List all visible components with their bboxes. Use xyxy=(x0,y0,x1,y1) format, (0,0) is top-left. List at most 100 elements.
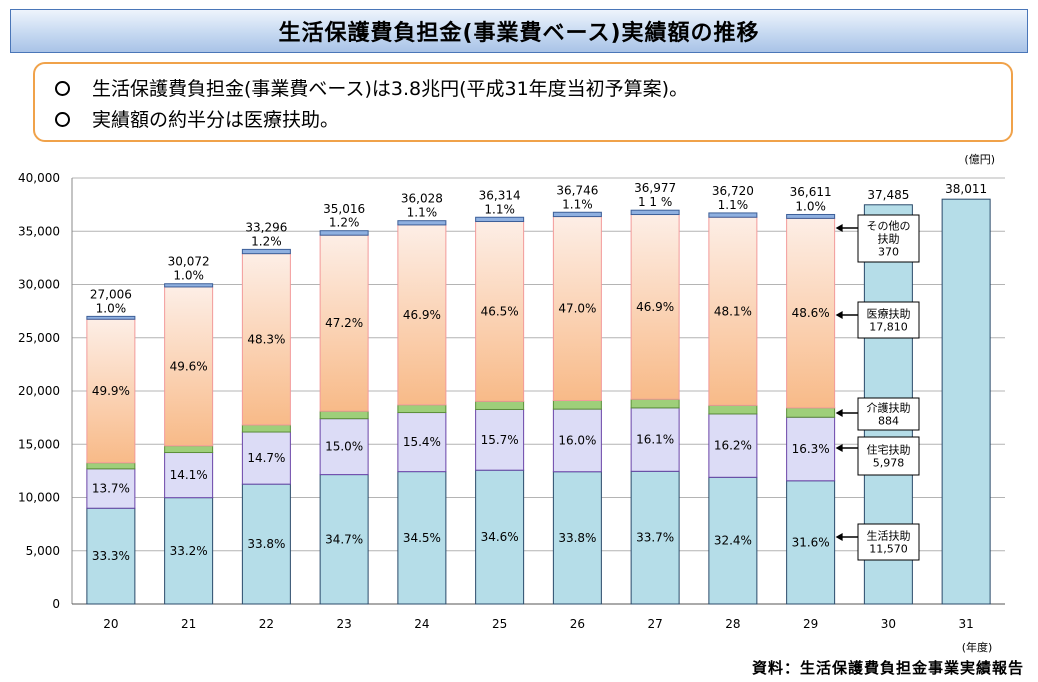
circle-bullet-icon xyxy=(55,112,70,127)
bar-segment-living xyxy=(241,483,291,605)
segment-label-other: 1.0% xyxy=(96,301,127,315)
segment-label-housing: 16.2% xyxy=(714,439,752,453)
y-unit-label: (億円) xyxy=(964,153,995,166)
bar-segment-other xyxy=(86,315,136,320)
bar-segment-nursing xyxy=(786,407,836,418)
bar-segment-living xyxy=(86,507,136,605)
bar-total-label: 36,611 xyxy=(790,185,832,199)
segment-label-living: 34.5% xyxy=(403,531,441,545)
y-tick-label: 25,000 xyxy=(18,331,60,345)
segment-label-housing: 16.0% xyxy=(558,433,596,447)
bar-segment-living xyxy=(786,480,836,605)
segment-label-living: 32.4% xyxy=(714,534,752,548)
callout-text: その他の xyxy=(867,220,911,233)
callout-arrow-head xyxy=(835,224,843,232)
bar-total xyxy=(941,198,991,605)
x-tick-label: 30 xyxy=(881,617,896,631)
segment-label-housing: 15.0% xyxy=(325,440,363,454)
callout-box xyxy=(857,523,920,561)
x-tick-label: 29 xyxy=(803,617,818,631)
bar-segment-housing xyxy=(241,431,291,485)
segment-label-medical: 46.9% xyxy=(403,308,441,322)
callout-text: 5,978 xyxy=(873,457,905,470)
segment-label-housing: 15.7% xyxy=(481,433,519,447)
bar-total-label: 27,006 xyxy=(90,287,132,301)
bar-segment-medical xyxy=(164,286,214,447)
segment-label-living: 33.7% xyxy=(636,531,674,545)
summary-line-1: 生活保護費負担金(事業費ベース)は3.8兆円(平成31年度当初予算案)。 xyxy=(55,73,1011,104)
bar-segment-nursing xyxy=(552,400,602,410)
y-tick-label: 40,000 xyxy=(18,171,60,185)
callout-text: 扶助 xyxy=(878,232,900,246)
page-title: 生活保護費負担金(事業費ベース)実績額の推移 xyxy=(10,9,1028,53)
y-tick-label: 0 xyxy=(52,597,60,611)
circle-bullet-icon xyxy=(55,81,70,96)
bar-segment-other xyxy=(708,212,758,218)
segment-label-medical: 46.9% xyxy=(636,300,674,314)
bar-segment-nursing xyxy=(475,400,525,410)
bar-total-label: 36,028 xyxy=(401,191,443,205)
y-tick-label: 15,000 xyxy=(18,437,60,451)
segment-label-medical: 49.6% xyxy=(170,359,208,373)
callout-box xyxy=(857,397,920,431)
y-tick-label: 5,000 xyxy=(26,544,60,558)
segment-label-other: 1.2% xyxy=(251,234,282,248)
segment-label-other: 1.1% xyxy=(562,197,593,211)
bar-segment-medical xyxy=(630,214,680,400)
bar-segment-nursing xyxy=(319,410,369,420)
segment-label-housing: 15.4% xyxy=(403,435,441,449)
bar-segment-living xyxy=(630,470,680,605)
bar-segment-housing xyxy=(397,412,447,473)
bar-segment-living xyxy=(397,471,447,605)
summary-box: 生活保護費負担金(事業費ベース)は3.8兆円(平成31年度当初予算案)。 実績額… xyxy=(33,62,1013,142)
bar-total-label: 35,016 xyxy=(323,202,365,216)
callout-box xyxy=(857,301,920,339)
segment-label-other: 1.1% xyxy=(718,198,749,212)
segment-label-housing: 13.7% xyxy=(92,482,130,496)
bar-segment-nursing xyxy=(397,404,447,414)
bar-segment-nursing xyxy=(630,398,680,409)
bar-segment-housing xyxy=(319,418,369,476)
summary-text-2: 実績額の約半分は医療扶助。 xyxy=(92,108,340,131)
segment-label-medical: 47.0% xyxy=(558,302,596,316)
summary-line-2: 実績額の約半分は医療扶助。 xyxy=(55,104,1011,135)
segment-label-medical: 48.6% xyxy=(792,306,830,320)
x-tick-label: 22 xyxy=(259,617,274,631)
bar-segment-medical xyxy=(552,216,602,402)
bar-segment-housing xyxy=(86,468,136,509)
bar-segment-other xyxy=(164,283,214,288)
segment-label-medical: 48.3% xyxy=(247,332,285,346)
bar-segment-medical xyxy=(786,217,836,409)
callout-text: 17,810 xyxy=(869,321,908,334)
bar-segment-medical xyxy=(708,216,758,406)
callout-text: 住宅扶助 xyxy=(867,443,911,457)
bar-segment-living xyxy=(475,469,525,605)
bar-segment-housing xyxy=(708,413,758,478)
bar-segment-other xyxy=(475,216,525,223)
y-tick-label: 10,000 xyxy=(18,491,60,505)
bar-segment-housing xyxy=(552,408,602,473)
bar-total-label: 38,011 xyxy=(945,182,987,196)
bar-segment-other xyxy=(786,213,836,219)
segment-label-living: 33.8% xyxy=(247,537,285,551)
segment-label-other: 1.0% xyxy=(173,269,204,283)
bar-total-label: 36,720 xyxy=(712,184,754,198)
segment-label-living: 31.6% xyxy=(792,535,830,549)
callout-text: 生活扶助 xyxy=(867,529,911,543)
bar-segment-housing xyxy=(475,408,525,471)
callout-box xyxy=(857,436,920,476)
bar-segment-living xyxy=(164,497,214,605)
x-tick-label: 21 xyxy=(181,617,196,631)
bar-total-label: 36,977 xyxy=(634,181,676,195)
bar-total-label: 36,746 xyxy=(556,184,598,198)
bar-segment-other xyxy=(552,211,602,218)
bar-segment-housing xyxy=(786,416,836,482)
summary-text-1: 生活保護費負担金(事業費ベース)は3.8兆円(平成31年度当初予算案)。 xyxy=(92,77,689,100)
callout-arrow-head xyxy=(835,444,843,452)
bar-segment-medical xyxy=(319,234,369,412)
segment-label-other: 1.1% xyxy=(484,202,515,216)
bar-segment-nursing xyxy=(708,404,758,415)
segment-label-other: 1.2% xyxy=(329,216,360,230)
callout-text: 884 xyxy=(878,415,899,428)
